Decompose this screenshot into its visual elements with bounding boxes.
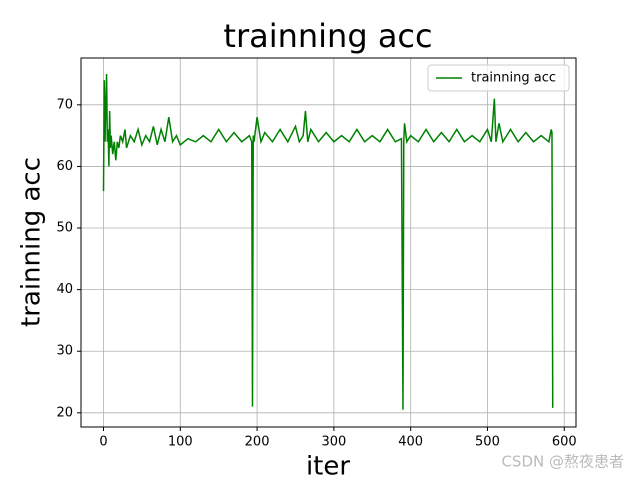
y-axis-label: trainning acc bbox=[17, 157, 47, 327]
legend-label: trainning acc bbox=[471, 71, 556, 86]
x-tick-label: 300 bbox=[321, 435, 346, 450]
watermark: CSDN @熬夜患者 bbox=[501, 453, 624, 471]
x-tick-label: 200 bbox=[245, 435, 270, 450]
plot-frame bbox=[80, 57, 577, 428]
x-axis-label: iter bbox=[306, 452, 350, 481]
x-tick-label: 0 bbox=[99, 435, 107, 450]
y-tick-label: 20 bbox=[56, 405, 73, 420]
data-line bbox=[102, 73, 554, 410]
x-tick-label: 500 bbox=[475, 435, 500, 450]
legend-box bbox=[427, 64, 570, 92]
chart-title: trainning acc bbox=[223, 17, 432, 55]
y-tick-label: 50 bbox=[56, 221, 73, 236]
y-tick-label: 60 bbox=[56, 159, 73, 174]
y-tick-label: 30 bbox=[56, 344, 73, 359]
x-tick-label: 400 bbox=[398, 435, 423, 450]
y-tick-label: 40 bbox=[56, 282, 73, 297]
x-tick-label: 600 bbox=[552, 435, 577, 450]
x-tick-label: 100 bbox=[168, 435, 193, 450]
y-tick-label: 70 bbox=[56, 97, 73, 112]
